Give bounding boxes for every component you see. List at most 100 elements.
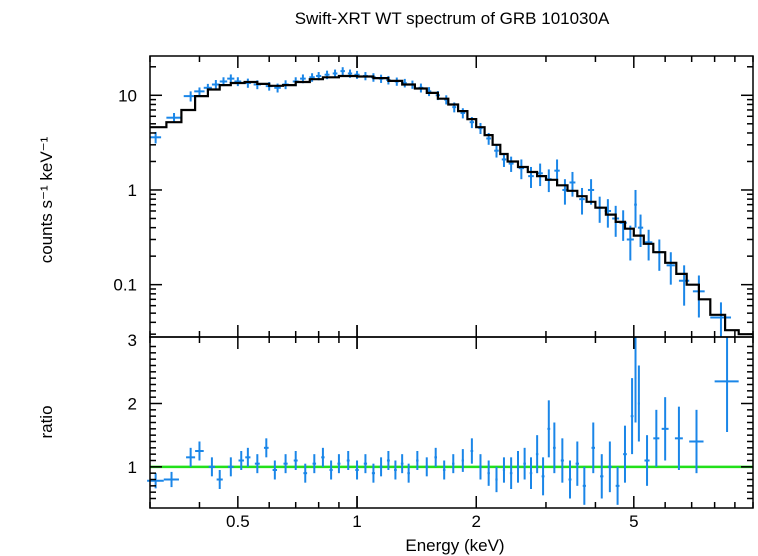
ratio-data-point	[502, 457, 506, 483]
spectrum-data-point	[654, 239, 664, 271]
spectrum-data-point	[309, 73, 315, 82]
spectrum-data-point	[508, 156, 514, 172]
spectrum-data-point	[501, 153, 507, 167]
ratio-y-tick-label: 3	[128, 331, 137, 350]
ratio-data-point	[634, 337, 637, 423]
ratio-data-point	[272, 460, 278, 480]
spectrum-data-point	[402, 78, 407, 88]
ratio-data-point	[400, 454, 404, 474]
ratio-data-point	[637, 365, 640, 442]
ratio-y-tick-label: 2	[128, 395, 137, 414]
spectrum-data-point	[562, 179, 568, 205]
ratio-data-point	[434, 447, 438, 467]
ratio-data-point	[509, 457, 513, 489]
x-tick-label: 5	[629, 512, 638, 531]
ratio-data-point	[495, 466, 498, 493]
ratio-data-point	[293, 451, 298, 470]
ratio-data-point	[186, 447, 196, 467]
spectrum-y-tick-label: 10	[118, 86, 137, 105]
ratio-data-point	[461, 449, 464, 472]
ratio-data-point	[487, 460, 490, 486]
model-step-line	[150, 74, 753, 336]
spectrum-model-line	[150, 74, 753, 336]
ratio-data-point	[582, 466, 586, 505]
spectrum-data-point	[537, 163, 543, 187]
ratio-data-point	[644, 435, 650, 486]
ratio-data-point	[689, 409, 704, 474]
ratio-data-point	[195, 441, 204, 461]
spectrum-data-point	[587, 179, 595, 205]
spectrum-data-point	[596, 196, 603, 223]
spectrum-y-tick-label: 1	[128, 181, 137, 200]
ratio-data-point	[470, 438, 474, 464]
spectrum-frame	[149, 55, 754, 338]
ratio-data-point	[575, 441, 579, 486]
ratio-y-tick-label: 1	[128, 458, 137, 477]
spectrum-data-point	[211, 80, 220, 90]
ratio-data-point	[661, 397, 669, 461]
x-tick-label: 1	[352, 512, 361, 531]
spectrum-data-point	[234, 77, 242, 87]
ratio-data-point	[208, 457, 216, 477]
spectrum-data-point	[579, 187, 585, 215]
spectrum-data-point	[340, 67, 345, 76]
ratio-data-point	[452, 454, 455, 474]
spectrum-data-point	[518, 159, 524, 180]
ratio-data-point	[714, 337, 739, 432]
spectrum-data-point	[626, 225, 634, 261]
ratio-data-point	[523, 447, 526, 480]
ratio-data-point	[321, 447, 325, 467]
ratio-data-point	[329, 460, 333, 480]
ratio-data-point	[227, 457, 234, 477]
ratio-data-point	[568, 460, 572, 499]
ratio-data-point	[263, 438, 269, 458]
spectrum-data-point	[644, 229, 653, 261]
chart-title: Swift-XRT WT spectrum of GRB 101030A	[295, 9, 610, 28]
spectrum-data-point	[227, 74, 235, 84]
ratio-data-point	[416, 451, 419, 470]
spectrum-data-points	[150, 67, 732, 337]
ratio-data-point	[407, 463, 410, 483]
spectrum-data-point	[569, 171, 576, 197]
ratio-data-point	[479, 454, 482, 480]
ratio-data-point	[363, 454, 368, 474]
ratio-data-point	[535, 435, 539, 474]
ratio-y-axis-label: ratio	[37, 405, 56, 438]
spectrum-data-point	[460, 108, 466, 119]
ratio-data-point	[337, 454, 341, 474]
ratio-data-point	[630, 378, 634, 455]
ratio-data-point	[394, 460, 397, 480]
ratio-data-point	[312, 454, 317, 474]
ratio-data-point	[529, 457, 533, 489]
spectrum-data-point	[478, 122, 483, 135]
x-tick-label: 0.5	[226, 512, 250, 531]
ratio-data-point	[379, 457, 383, 477]
ratio-data-point	[600, 454, 604, 499]
spectrum-data-point	[666, 252, 675, 285]
ratio-frame	[149, 336, 754, 509]
ratio-data-point	[346, 451, 350, 470]
ratio-data-point	[355, 460, 359, 480]
ratio-data-point	[371, 463, 375, 483]
ratio-data-point	[303, 463, 308, 483]
ratio-data-point	[216, 470, 223, 489]
x-tick-label: 2	[472, 512, 481, 531]
spectrum-data-point	[150, 131, 162, 144]
ratio-data-point	[674, 406, 683, 470]
x-axis-label: Energy (keV)	[405, 536, 504, 555]
spectrum-data-point	[634, 189, 637, 228]
ratio-data-point	[254, 454, 260, 474]
spectrum-y-tick-label: 0.1	[113, 276, 137, 295]
spectrum-data-point	[528, 166, 534, 188]
spectrum-data-point	[710, 302, 732, 337]
ratio-data-point	[245, 447, 251, 467]
ratio-data-point	[238, 451, 244, 470]
axes: 0.5 1 2 5 0.1 1 10 1 2 3	[113, 55, 754, 531]
ratio-data-point	[615, 466, 620, 505]
spectrum-data-point	[637, 214, 644, 247]
spectrum-data-point	[494, 144, 499, 158]
ratio-data-point	[442, 460, 446, 480]
ratio-data-point	[591, 422, 596, 474]
ratio-data-point	[552, 422, 556, 474]
